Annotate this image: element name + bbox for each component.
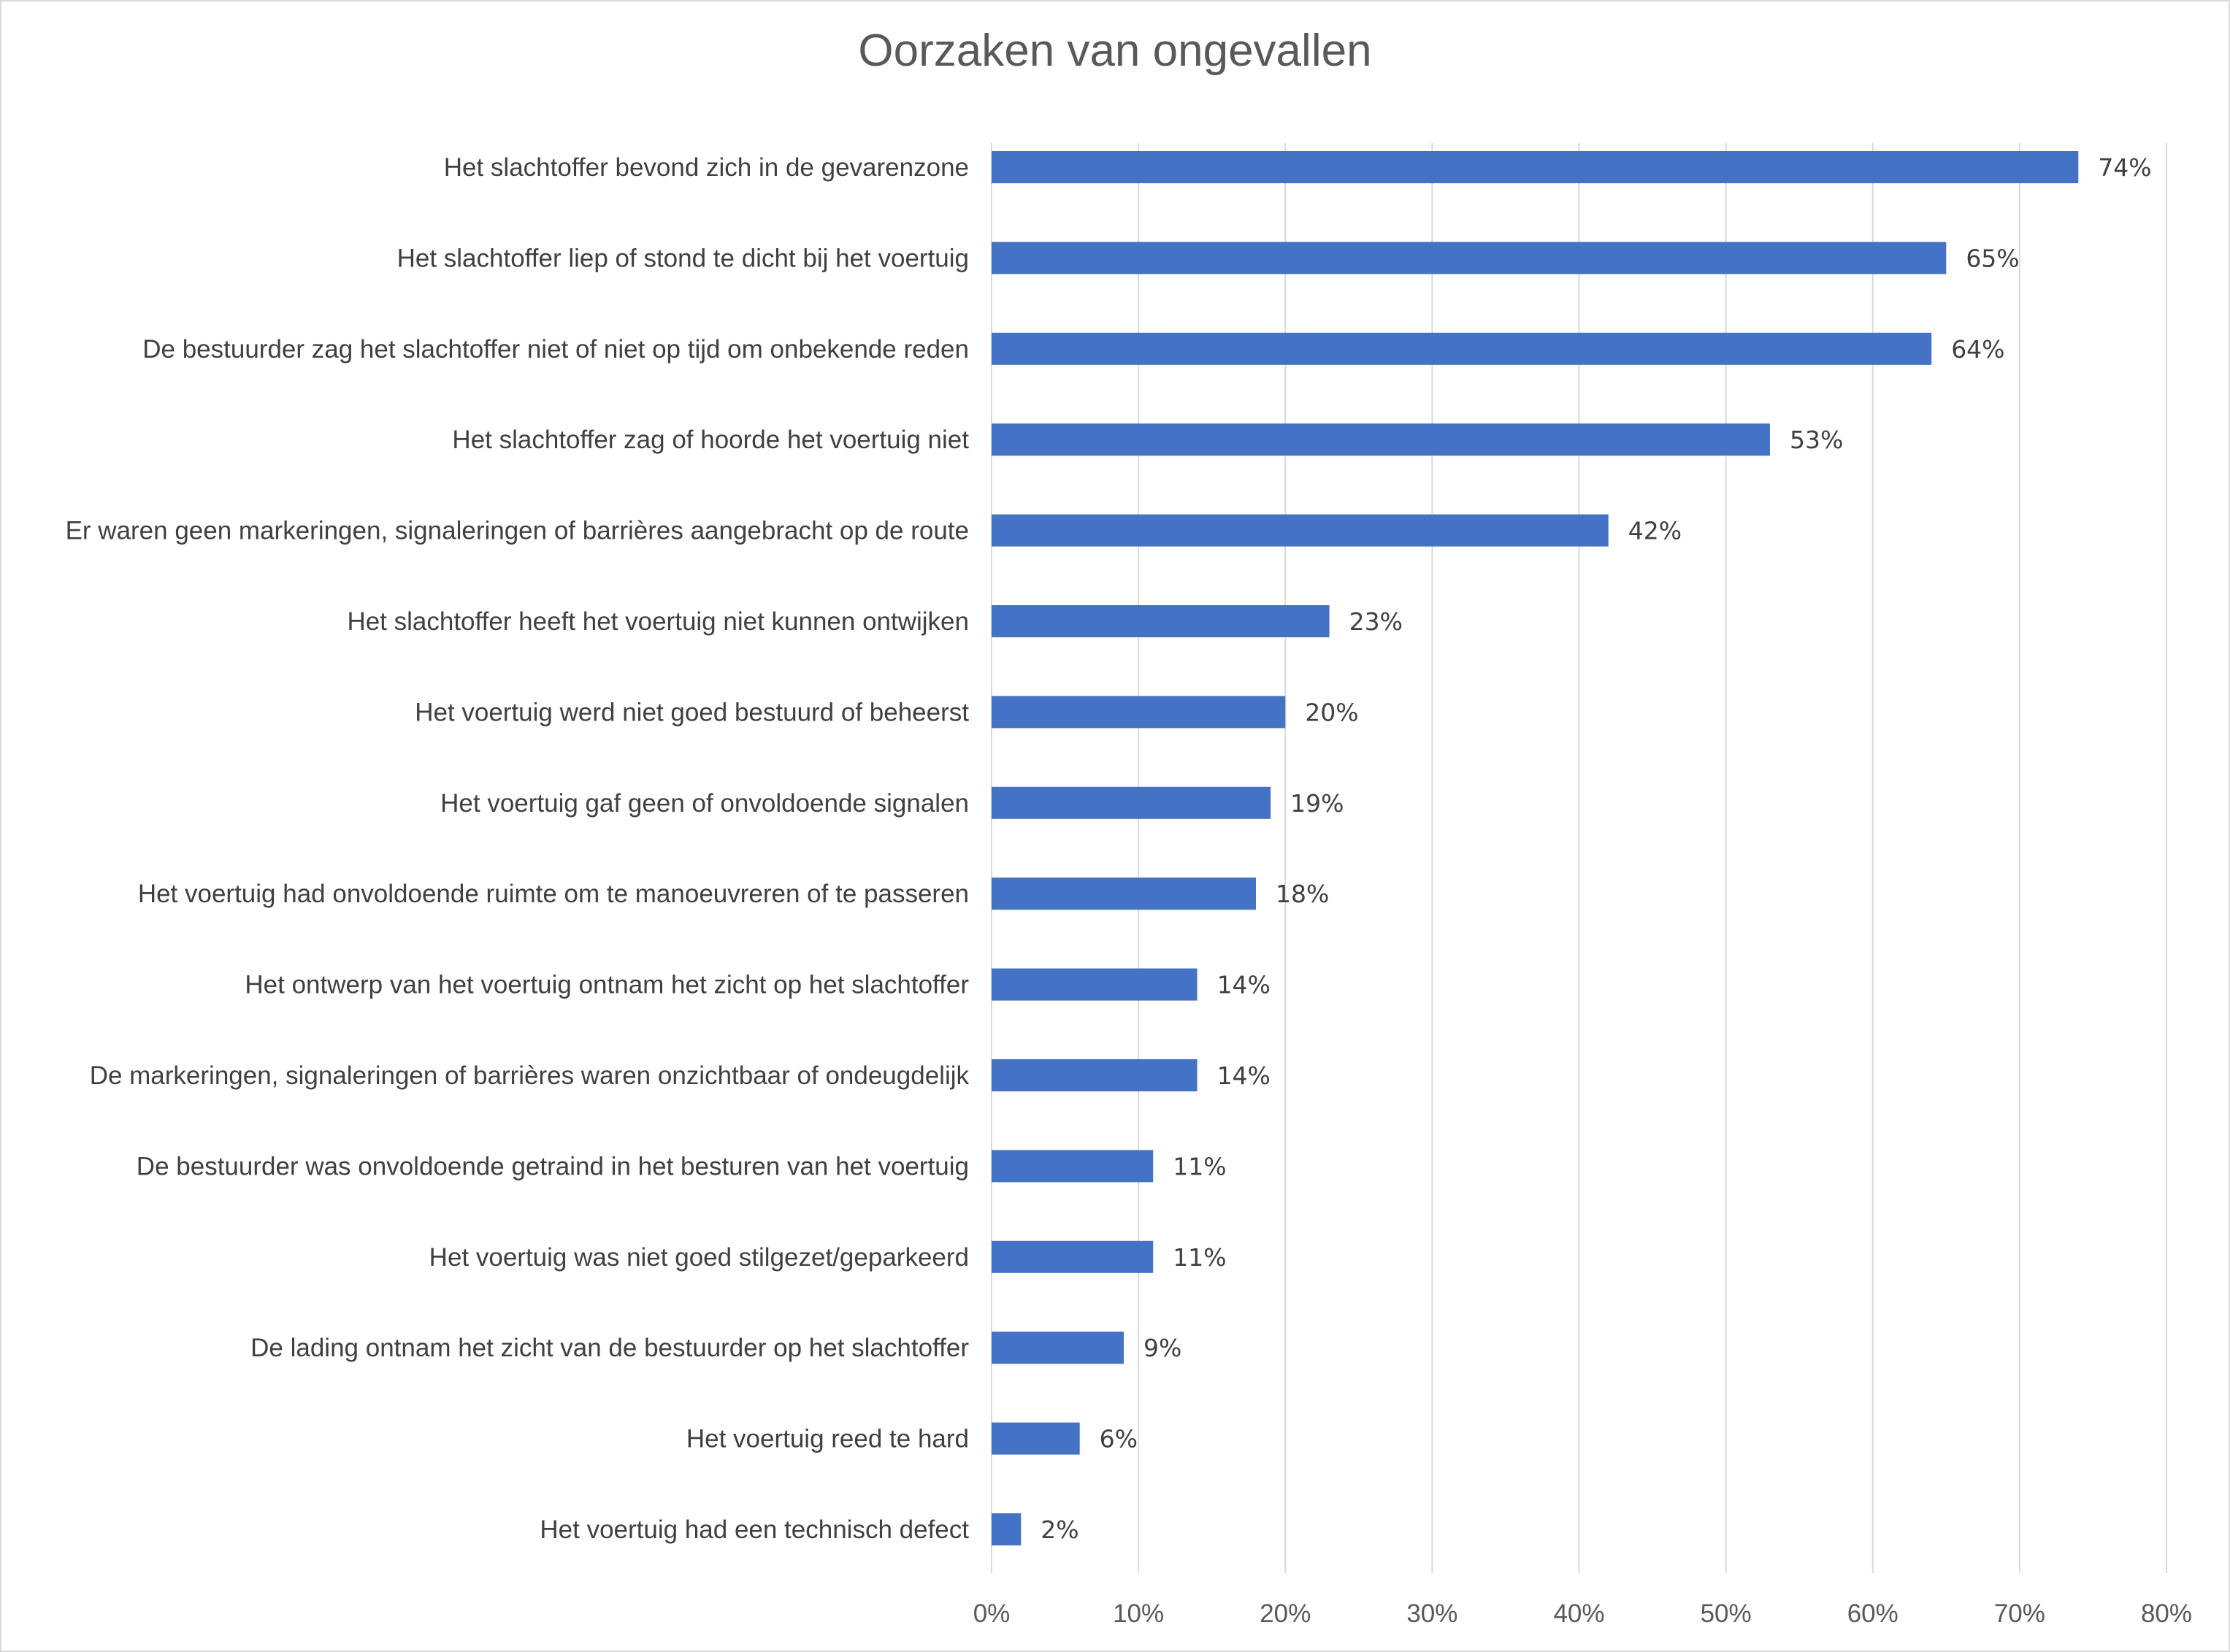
bar [992, 1150, 1154, 1183]
category-label: Het slachtoffer zag of hoorde het voertu… [452, 426, 969, 454]
data-label: 11% [1173, 1152, 1226, 1180]
bar [992, 514, 1609, 547]
x-tick-label: 0% [973, 1599, 1011, 1628]
bar [992, 786, 1271, 819]
bar [992, 332, 1932, 365]
data-label: 6% [1100, 1425, 1138, 1453]
data-label: 20% [1305, 698, 1358, 726]
data-label: 42% [1628, 517, 1682, 545]
category-label: Het voertuig werd niet goed bestuurd of … [415, 698, 969, 726]
bar [992, 151, 2079, 183]
x-tick-label: 50% [1701, 1599, 1752, 1628]
bar [992, 1059, 1198, 1091]
data-label: 18% [1276, 880, 1329, 908]
category-label: De bestuurder zag het slachtoffer niet o… [142, 335, 969, 364]
category-label: De markeringen, signaleringen of barrièr… [90, 1061, 970, 1090]
bar [992, 696, 1286, 729]
data-label: 14% [1217, 1061, 1271, 1090]
x-tick-label: 70% [1994, 1599, 2045, 1628]
x-tick-label: 20% [1260, 1599, 1311, 1628]
category-label: Het voertuig reed te hard [686, 1425, 969, 1453]
data-label: 53% [1790, 426, 1843, 454]
x-tick-label: 30% [1406, 1599, 1457, 1628]
x-tick-label: 60% [1847, 1599, 1898, 1628]
category-label: Het slachtoffer heeft het voertuig niet … [347, 607, 969, 636]
bar [992, 1240, 1154, 1273]
bar [992, 877, 1257, 910]
data-label: 23% [1349, 607, 1403, 636]
category-label: Het slachtoffer bevond zich in de gevare… [444, 153, 969, 182]
category-label: Het voertuig gaf geen of onvoldoende sig… [440, 789, 969, 818]
data-label: 9% [1143, 1334, 1181, 1362]
x-tick-label: 40% [1553, 1599, 1604, 1628]
data-label: 19% [1290, 789, 1344, 818]
category-label: De bestuurder was onvoldoende getraind i… [137, 1152, 969, 1180]
bar [992, 242, 1947, 274]
category-label: Het voertuig was niet goed stilgezet/gep… [429, 1243, 969, 1272]
data-label: 2% [1041, 1515, 1078, 1544]
labels: 0% 10% 20% 30% 40% 50% 60% 70% 80% Het slachtoffe… [66, 153, 2192, 1628]
x-tick-label: 80% [2141, 1599, 2192, 1628]
bar [992, 968, 1198, 1001]
bar [992, 423, 1770, 456]
category-label: Het slachtoffer liep of stond te dicht b… [397, 244, 969, 272]
chart-title: Oorzaken van ongevallen [858, 26, 1372, 76]
bar [992, 605, 1330, 637]
category-label: Er waren geen markeringen, signaleringen… [66, 517, 969, 545]
bars [992, 151, 2079, 1545]
bar [992, 1422, 1080, 1455]
data-label: 14% [1217, 971, 1271, 999]
category-label: Het voertuig had een technisch defect [540, 1515, 969, 1544]
category-label: De lading ontnam het zicht van de bestuu… [250, 1334, 969, 1362]
category-label: Het voertuig had onvoldoende ruimte om t… [138, 880, 969, 908]
category-label: Het ontwerp van het voertuig ontnam het … [245, 971, 969, 999]
data-label: 11% [1173, 1243, 1226, 1272]
gridlines [991, 143, 2167, 1573]
bar [992, 1332, 1124, 1364]
bar [992, 1513, 1022, 1545]
x-tick-label: 10% [1113, 1599, 1164, 1628]
data-label: 64% [1951, 335, 2004, 364]
data-label: 74% [2098, 153, 2151, 182]
data-label: 65% [1966, 244, 2019, 272]
